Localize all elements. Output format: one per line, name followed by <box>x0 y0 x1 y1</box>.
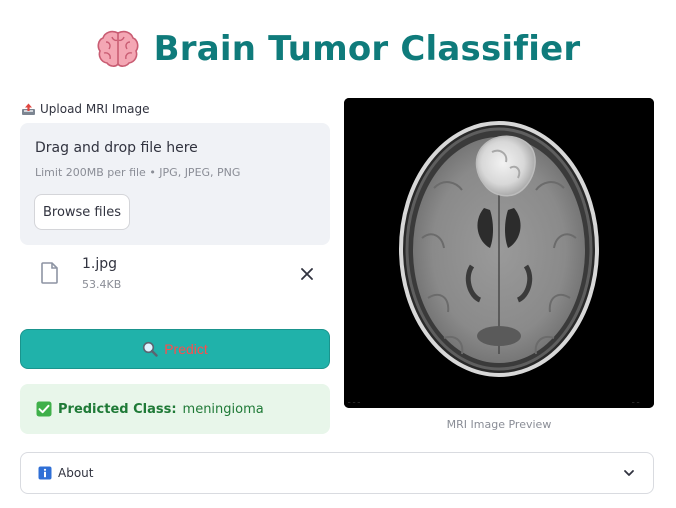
upload-label: Upload MRI Image <box>21 101 150 117</box>
page-title: Brain Tumor Classifier <box>153 29 581 69</box>
close-icon <box>301 268 313 280</box>
dropzone-limit: Limit 200MB per file • JPG, JPEG, PNG <box>35 166 241 179</box>
about-expander[interactable]: About <box>20 452 654 494</box>
prediction-result: Predicted Class: meningioma <box>20 384 330 434</box>
file-dropzone[interactable]: Drag and drop file here Limit 200MB per … <box>20 123 330 245</box>
outbox-tray-icon <box>22 103 35 115</box>
svg-text:— —: — — <box>632 400 640 405</box>
magnifier-icon <box>143 341 158 357</box>
page-header: Brain Tumor Classifier <box>0 26 676 72</box>
about-label: About <box>58 466 94 480</box>
check-mark-icon <box>36 401 52 417</box>
upload-label-text: Upload MRI Image <box>40 102 150 116</box>
file-icon <box>41 262 58 284</box>
image-caption: MRI Image Preview <box>446 418 552 431</box>
remove-file-button[interactable] <box>296 263 318 285</box>
file-size: 53.4KB <box>82 278 122 291</box>
mri-scan-image: — — — — — <box>344 98 654 408</box>
predict-button[interactable]: Predict <box>20 329 330 369</box>
info-icon <box>38 466 52 480</box>
dropzone-title: Drag and drop file here <box>35 140 198 156</box>
browse-files-button[interactable]: Browse files <box>34 194 130 230</box>
predict-button-label: Predict <box>164 341 208 357</box>
result-value: meningioma <box>182 401 264 417</box>
svg-text:— — —: — — — <box>348 400 361 405</box>
uploaded-file-row: 1.jpg 53.4KB <box>20 252 330 298</box>
chevron-down-icon <box>624 470 634 476</box>
mri-image-preview: — — — — — <box>344 98 654 408</box>
brain-icon <box>97 30 139 67</box>
file-name: 1.jpg <box>82 256 118 272</box>
result-label: Predicted Class: <box>58 401 177 417</box>
